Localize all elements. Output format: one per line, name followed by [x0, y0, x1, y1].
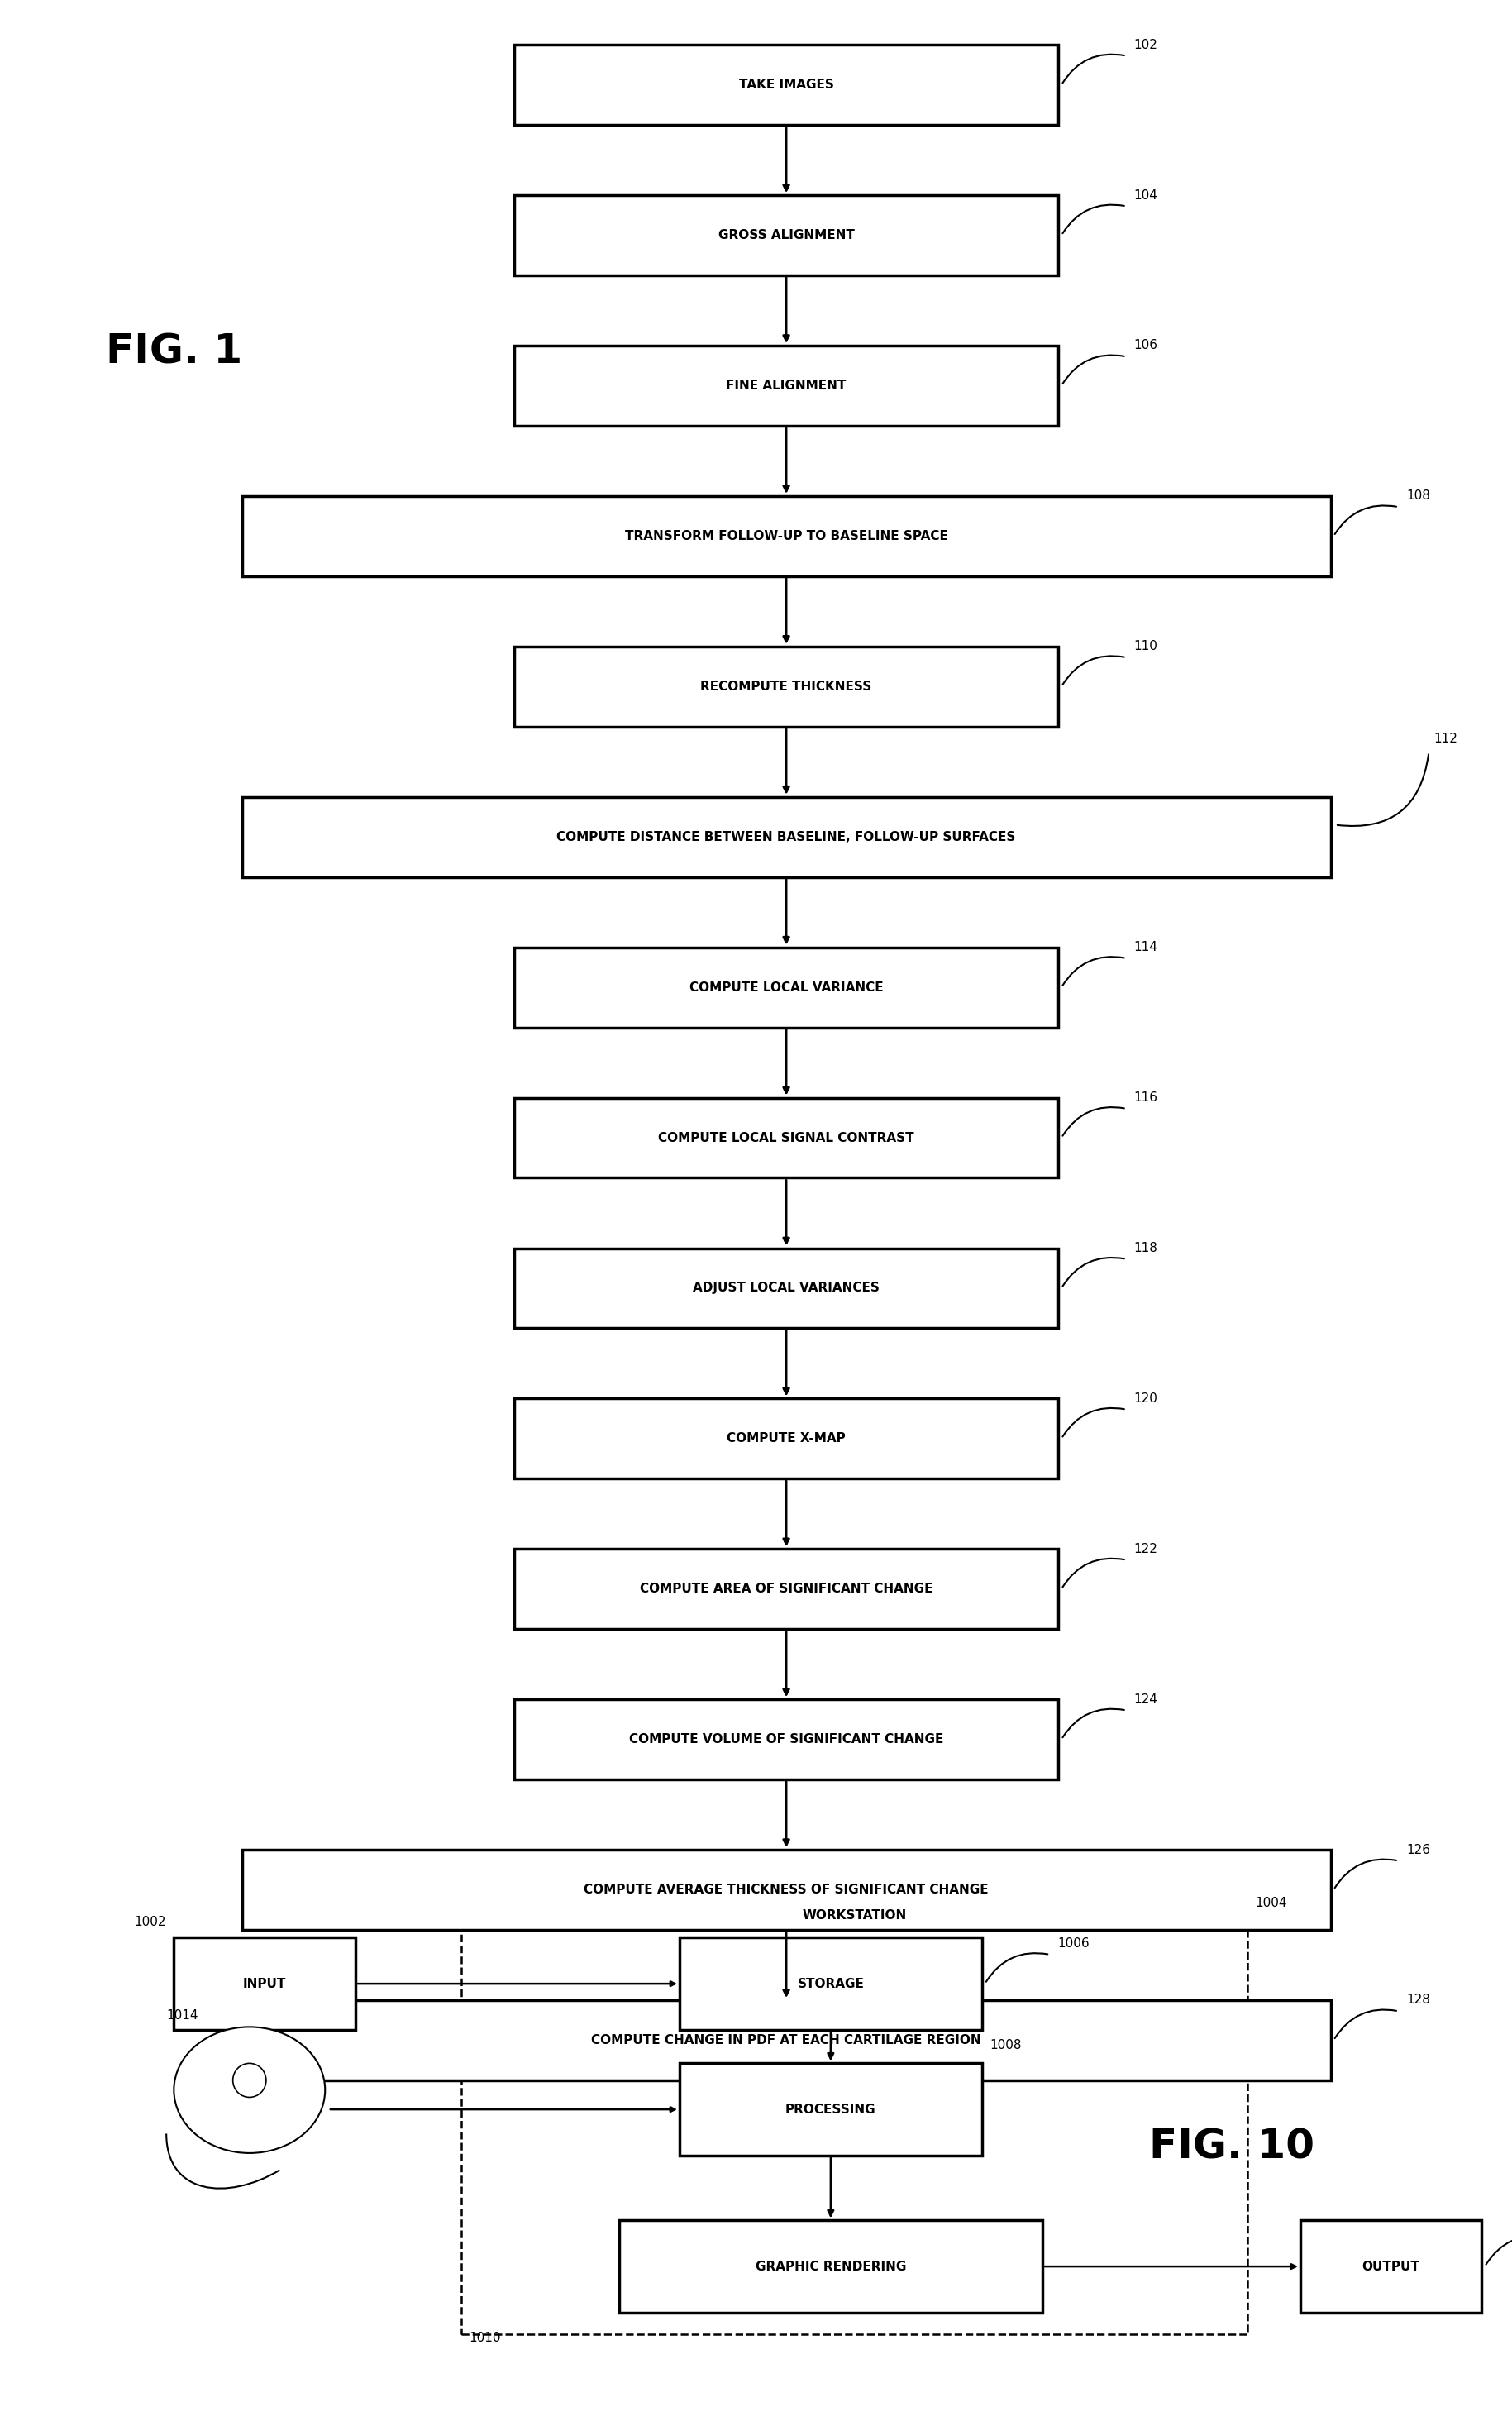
Text: 104: 104: [1134, 189, 1158, 201]
Bar: [174, 1938, 355, 2031]
Ellipse shape: [174, 2028, 325, 2154]
Bar: [514, 44, 1058, 124]
Text: 1008: 1008: [989, 2038, 1021, 2052]
Text: 106: 106: [1134, 340, 1158, 352]
Bar: [242, 1849, 1331, 1931]
Text: COMPUTE AREA OF SIGNIFICANT CHANGE: COMPUTE AREA OF SIGNIFICANT CHANGE: [640, 1582, 933, 1596]
Bar: [618, 2220, 1042, 2312]
Text: 1002: 1002: [135, 1917, 166, 1929]
Text: INPUT: INPUT: [243, 1977, 286, 1989]
Text: 118: 118: [1134, 1242, 1158, 1254]
Text: 1004: 1004: [1255, 1897, 1287, 1909]
Bar: [514, 344, 1058, 427]
Text: PROCESSING: PROCESSING: [785, 2103, 875, 2115]
Bar: [679, 2062, 981, 2154]
Bar: [242, 2001, 1331, 2082]
Text: 1006: 1006: [1057, 1938, 1090, 1951]
Text: GRAPHIC RENDERING: GRAPHIC RENDERING: [756, 2261, 906, 2273]
Text: TRANSFORM FOLLOW-UP TO BASELINE SPACE: TRANSFORM FOLLOW-UP TO BASELINE SPACE: [624, 529, 948, 543]
Bar: [514, 645, 1058, 728]
Bar: [1300, 2220, 1482, 2312]
Bar: [242, 796, 1331, 876]
Text: COMPUTE DISTANCE BETWEEN BASELINE, FOLLOW-UP SURFACES: COMPUTE DISTANCE BETWEEN BASELINE, FOLLO…: [556, 830, 1016, 844]
Text: GROSS ALIGNMENT: GROSS ALIGNMENT: [718, 228, 854, 243]
Text: 1014: 1014: [166, 2009, 198, 2023]
Text: 128: 128: [1406, 1994, 1430, 2006]
Text: 1010: 1010: [469, 2331, 500, 2344]
Text: COMPUTE CHANGE IN PDF AT EACH CARTILAGE REGION: COMPUTE CHANGE IN PDF AT EACH CARTILAGE …: [591, 2033, 981, 2048]
Text: COMPUTE X-MAP: COMPUTE X-MAP: [727, 1431, 845, 1446]
Text: FINE ALIGNMENT: FINE ALIGNMENT: [726, 378, 847, 393]
Text: 126: 126: [1406, 1844, 1430, 1856]
Bar: [514, 194, 1058, 274]
Bar: [242, 497, 1331, 577]
Text: FIG. 1: FIG. 1: [106, 332, 242, 371]
Text: RECOMPUTE THICKNESS: RECOMPUTE THICKNESS: [700, 679, 872, 694]
Text: 112: 112: [1433, 733, 1458, 745]
Bar: [514, 1400, 1058, 1480]
Text: TAKE IMAGES: TAKE IMAGES: [739, 78, 833, 92]
Bar: [514, 1698, 1058, 1781]
Text: 124: 124: [1134, 1693, 1158, 1705]
Bar: [514, 1550, 1058, 1630]
Bar: [679, 1938, 981, 2031]
Text: STORAGE: STORAGE: [797, 1977, 865, 1989]
Ellipse shape: [233, 2062, 266, 2096]
Text: 110: 110: [1134, 640, 1158, 653]
Text: COMPUTE LOCAL SIGNAL CONTRAST: COMPUTE LOCAL SIGNAL CONTRAST: [658, 1131, 915, 1145]
Text: 108: 108: [1406, 490, 1430, 502]
Text: 120: 120: [1134, 1393, 1158, 1405]
Text: OUTPUT: OUTPUT: [1362, 2261, 1420, 2273]
Text: 116: 116: [1134, 1092, 1158, 1104]
Bar: [461, 1885, 1247, 2334]
Bar: [514, 1097, 1058, 1179]
Text: COMPUTE AVERAGE THICKNESS OF SIGNIFICANT CHANGE: COMPUTE AVERAGE THICKNESS OF SIGNIFICANT…: [584, 1883, 989, 1897]
Text: COMPUTE VOLUME OF SIGNIFICANT CHANGE: COMPUTE VOLUME OF SIGNIFICANT CHANGE: [629, 1732, 943, 1747]
Text: 114: 114: [1134, 941, 1158, 953]
Text: WORKSTATION: WORKSTATION: [801, 1909, 907, 1921]
Bar: [514, 946, 1058, 1029]
Text: ADJUST LOCAL VARIANCES: ADJUST LOCAL VARIANCES: [692, 1281, 880, 1295]
Bar: [514, 1249, 1058, 1329]
Text: FIG. 10: FIG. 10: [1149, 2128, 1314, 2166]
Text: 122: 122: [1134, 1543, 1158, 1555]
Text: COMPUTE LOCAL VARIANCE: COMPUTE LOCAL VARIANCE: [689, 980, 883, 995]
Text: 102: 102: [1134, 39, 1158, 51]
